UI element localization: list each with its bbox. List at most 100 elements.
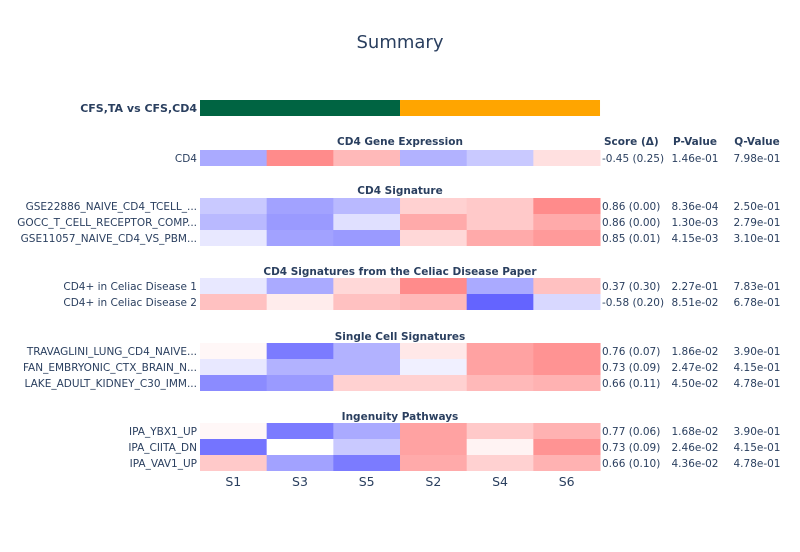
heatmap-cell	[333, 455, 401, 471]
heatmap-cell	[400, 439, 468, 455]
heatmap-cell	[333, 278, 401, 294]
heatmap-cell	[400, 359, 468, 375]
row-label: CD4+ in Celiac Disease 1	[63, 281, 197, 293]
row-label: GSE11057_NAIVE_CD4_VS_PBM...	[21, 233, 197, 245]
heatmap-cell	[400, 455, 468, 471]
heatmap-cell	[266, 359, 334, 375]
row-label: GOCC_T_CELL_RECEPTOR_COMP...	[17, 217, 197, 229]
row-qvalue: 4.15e-01	[734, 362, 781, 374]
section-title: Ingenuity Pathways	[342, 411, 459, 423]
section-title: Single Cell Signatures	[335, 331, 466, 343]
row-pvalue: 2.46e-02	[672, 442, 719, 454]
row-score: 0.66 (0.11)	[602, 378, 660, 390]
heatmap-cell	[466, 198, 534, 214]
row-label: CD4	[175, 153, 197, 165]
heatmap-cell	[400, 343, 468, 359]
heatmap-cell	[533, 359, 601, 375]
stat-header-qvalue: Q-Value	[734, 136, 780, 148]
heatmap-cell	[200, 214, 268, 230]
heatmap-cell	[533, 455, 601, 471]
row-label: TRAVAGLINI_LUNG_CD4_NAIVE...	[26, 346, 197, 358]
heatmap-cell	[333, 375, 401, 391]
row-label: IPA_VAV1_UP	[130, 458, 197, 470]
stat-header-score: Score (Δ)	[604, 136, 659, 148]
heatmap-cell	[466, 423, 534, 439]
row-qvalue: 6.78e-01	[734, 297, 781, 309]
row-score: 0.85 (0.01)	[602, 233, 660, 245]
heatmap-cell	[266, 375, 334, 391]
heatmap-cell	[266, 214, 334, 230]
heatmap-cell	[266, 439, 334, 455]
heatmap-cell	[533, 423, 601, 439]
row-pvalue: 4.15e-03	[672, 233, 719, 245]
row-qvalue: 3.90e-01	[734, 346, 781, 358]
heatmap-cell	[533, 294, 601, 310]
heatmap-cell	[466, 278, 534, 294]
row-score: -0.58 (0.20)	[602, 297, 664, 309]
row-score: 0.77 (0.06)	[602, 426, 660, 438]
heatmap-cell	[200, 375, 268, 391]
row-score: -0.45 (0.25)	[602, 153, 664, 165]
column-tick-label: S1	[225, 474, 241, 489]
heatmap-cell	[333, 423, 401, 439]
heatmap-cell	[466, 150, 534, 166]
heatmap-cell	[533, 150, 601, 166]
row-label: LAKE_ADULT_KIDNEY_C30_IMM...	[25, 378, 197, 390]
heatmap-cell	[266, 455, 334, 471]
heatmap-cell	[200, 150, 268, 166]
heatmap-cell	[200, 455, 268, 471]
heatmap-cell	[333, 198, 401, 214]
column-tick-label: S6	[559, 474, 575, 489]
heatmap-cell	[466, 359, 534, 375]
heatmap-cell	[400, 230, 468, 246]
row-qvalue: 2.50e-01	[734, 201, 781, 213]
section-title: CD4 Signatures from the Celiac Disease P…	[263, 266, 537, 278]
heatmap-cell	[266, 150, 334, 166]
heatmap-cell	[466, 343, 534, 359]
row-pvalue: 4.50e-02	[672, 378, 719, 390]
row-qvalue: 3.90e-01	[734, 426, 781, 438]
comparison-group-bar	[200, 100, 401, 116]
row-pvalue: 8.36e-04	[672, 201, 719, 213]
heatmap-cell	[266, 423, 334, 439]
row-pvalue: 1.30e-03	[672, 217, 719, 229]
heatmap-cell	[333, 343, 401, 359]
row-score: 0.86 (0.00)	[602, 201, 660, 213]
heatmap-cell	[333, 439, 401, 455]
comparison-group-bar	[400, 100, 601, 116]
comparison-label: CFS,TA vs CFS,CD4	[80, 102, 197, 115]
row-qvalue: 4.78e-01	[734, 458, 781, 470]
row-label: IPA_YBX1_UP	[129, 426, 197, 438]
section-title: CD4 Gene Expression	[337, 136, 463, 148]
section-title: CD4 Signature	[357, 185, 442, 197]
row-qvalue: 3.10e-01	[734, 233, 781, 245]
heatmap-cell	[266, 198, 334, 214]
stat-header-pvalue: P-Value	[673, 136, 717, 148]
heatmap-cell	[200, 198, 268, 214]
column-tick-label: S4	[492, 474, 508, 489]
row-score: 0.86 (0.00)	[602, 217, 660, 229]
heatmap-cell	[200, 343, 268, 359]
row-pvalue: 1.68e-02	[672, 426, 719, 438]
row-label: IPA_CIITA_DN	[128, 442, 197, 454]
heatmap-cell	[333, 150, 401, 166]
row-qvalue: 7.83e-01	[734, 281, 781, 293]
row-pvalue: 4.36e-02	[672, 458, 719, 470]
heatmap-cell	[466, 214, 534, 230]
heatmap-cell	[200, 278, 268, 294]
row-qvalue: 4.15e-01	[734, 442, 781, 454]
heatmap-cell	[400, 198, 468, 214]
heatmap-cell	[200, 294, 268, 310]
heatmap-cell	[400, 423, 468, 439]
row-score: 0.73 (0.09)	[602, 362, 660, 374]
heatmap-cell	[266, 278, 334, 294]
row-score: 0.73 (0.09)	[602, 442, 660, 454]
row-pvalue: 1.46e-01	[672, 153, 719, 165]
heatmap-cell	[333, 294, 401, 310]
row-label: GSE22886_NAIVE_CD4_TCELL_...	[26, 201, 197, 213]
heatmap-cell	[533, 375, 601, 391]
heatmap-cell	[266, 294, 334, 310]
row-pvalue: 2.47e-02	[672, 362, 719, 374]
heatmap-cell	[200, 439, 268, 455]
heatmap-cell	[400, 214, 468, 230]
